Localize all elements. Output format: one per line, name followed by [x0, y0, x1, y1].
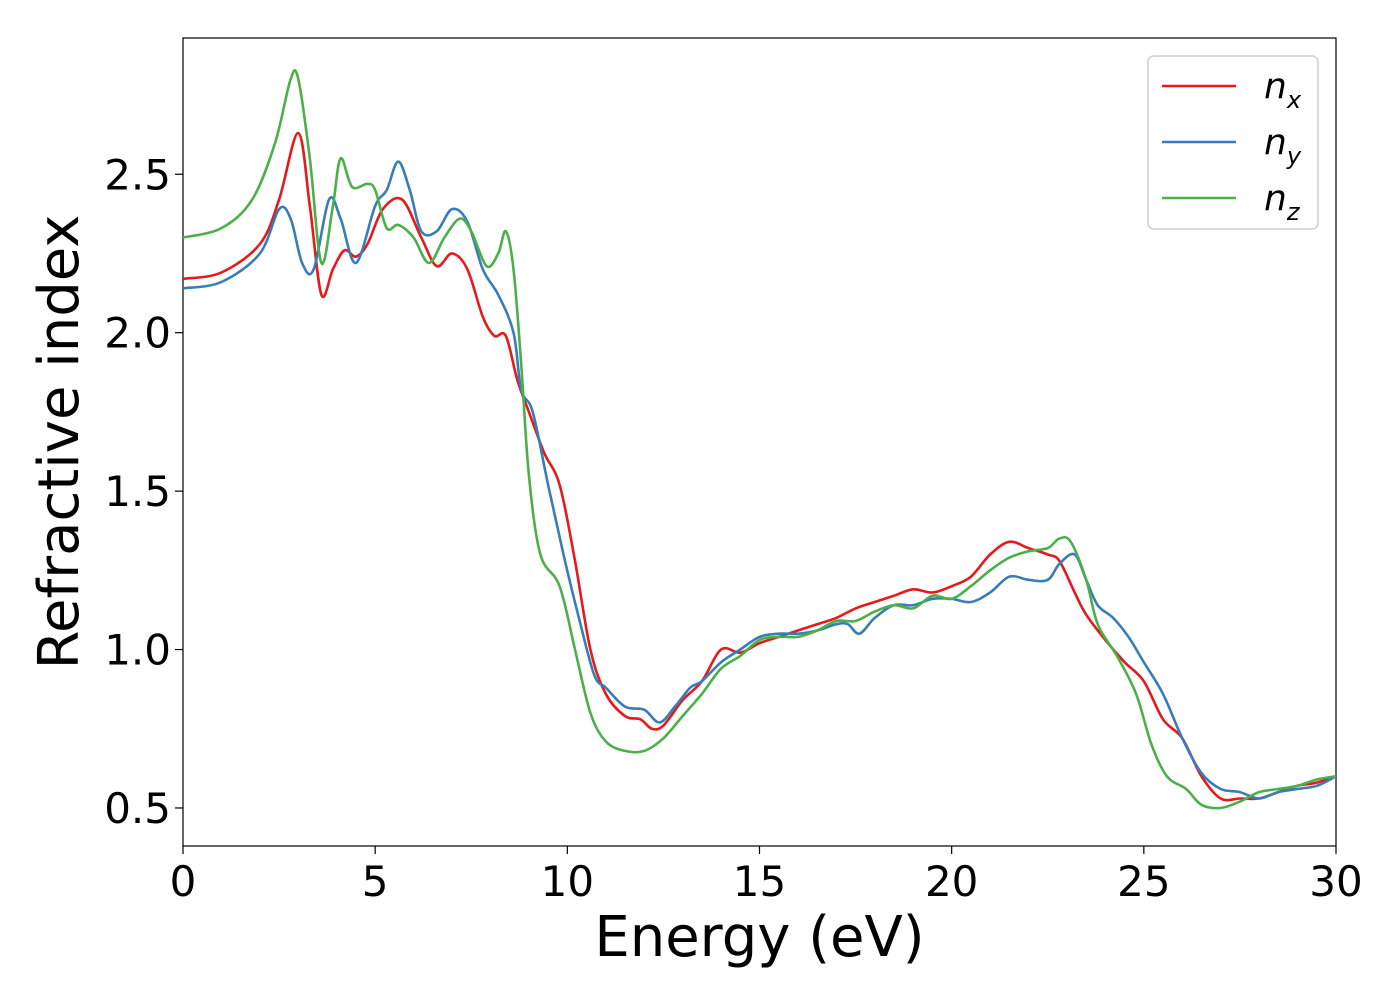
series-line-nz	[183, 68, 1336, 810]
x-axis-ticks: 0 5 10 15 20 25 30	[170, 846, 1363, 906]
series-layer	[183, 68, 1336, 810]
y-tick-label: 0.5	[104, 784, 171, 833]
y-tick-label: 1.5	[104, 467, 171, 516]
y-tick-label: 2.0	[104, 309, 171, 358]
y-axis-ticks: 0.5 1.0 1.5 2.0 2.5	[104, 150, 183, 833]
y-tick-label: 1.0	[104, 626, 171, 675]
x-tick-label: 15	[733, 857, 786, 906]
series-line-ny	[183, 160, 1336, 800]
x-tick-label: 5	[362, 857, 389, 906]
x-axis-title: Energy (eV)	[594, 905, 924, 970]
x-tick-label: 25	[1117, 857, 1170, 906]
y-tick-label: 2.5	[104, 150, 171, 199]
y-axis-title: Refractive index	[27, 215, 92, 670]
plot-area	[182, 37, 1337, 847]
series-line-nx	[183, 131, 1336, 802]
x-tick-label: 10	[541, 857, 594, 906]
x-tick-label: 30	[1309, 857, 1362, 906]
x-tick-label: 0	[170, 857, 197, 906]
x-tick-label: 20	[925, 857, 978, 906]
